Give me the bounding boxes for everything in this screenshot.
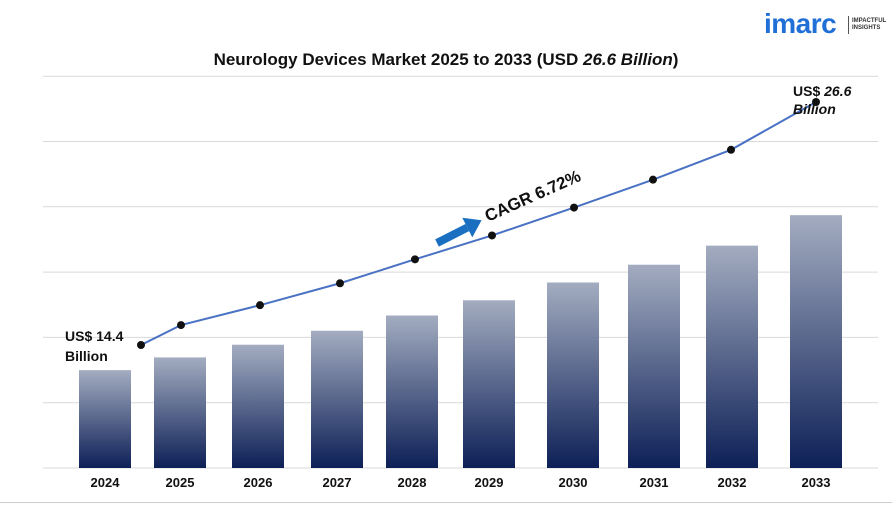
x-tick-label: 2024 [91,475,121,490]
cagr-label: CAGR 6.72% [482,166,584,225]
x-tick-label: 2027 [323,475,352,490]
trend-point-2027 [336,279,344,288]
trend-line [140,101,817,346]
end-value-label-line1: US$ 26.6 [793,83,852,99]
bottom-divider [0,502,892,503]
title-value: 26.6 Billion [583,50,673,69]
title-prefix: Neurology Devices Market 2025 to 2033 (U… [213,50,583,69]
bar-2027 [311,330,363,468]
trend-point-2026 [256,301,264,310]
trend-point-2030 [570,203,578,212]
x-tick-label: 2032 [718,475,747,490]
bar-2033 [790,215,842,468]
title-suffix: ) [672,50,679,69]
cagr-arrow-icon [435,217,482,247]
logo-brand: imarc [764,8,837,39]
trend-point-2025 [177,321,185,330]
x-tick-label: 2030 [559,475,588,490]
bar-2031 [628,264,680,468]
bar-2026 [232,344,284,468]
x-tick-label: 2033 [802,475,831,490]
x-tick-label: 2025 [166,475,195,490]
trend-point-2033 [812,98,820,106]
bar-2029 [463,300,515,468]
bar-2032 [706,245,758,468]
bar-2028 [386,315,438,468]
bar-2030 [547,282,599,468]
trend-point-2031 [649,175,657,184]
trend-point-2032 [727,145,735,154]
x-tick-label: 2031 [640,475,669,490]
x-tick-label: 2028 [398,475,427,490]
trend-point-2028 [411,255,419,264]
bar-2024 [79,370,131,468]
x-tick-label: 2029 [475,475,504,490]
bar-2025 [154,357,206,468]
chart-title: Neurology Devices Market 2025 to 2033 (U… [0,50,892,70]
logo-divider [848,16,849,34]
end-value-label-line2: Billion [793,101,836,117]
trend-point-2024 [137,341,145,349]
logo-tagline: IMPACTFUL INSIGHTS [852,18,887,31]
x-tick-label: 2026 [244,475,273,490]
trend-point-2029 [488,231,496,240]
start-value-label-line1: US$ 14.4 [65,328,124,344]
start-value-label-line2: Billion [65,348,108,364]
